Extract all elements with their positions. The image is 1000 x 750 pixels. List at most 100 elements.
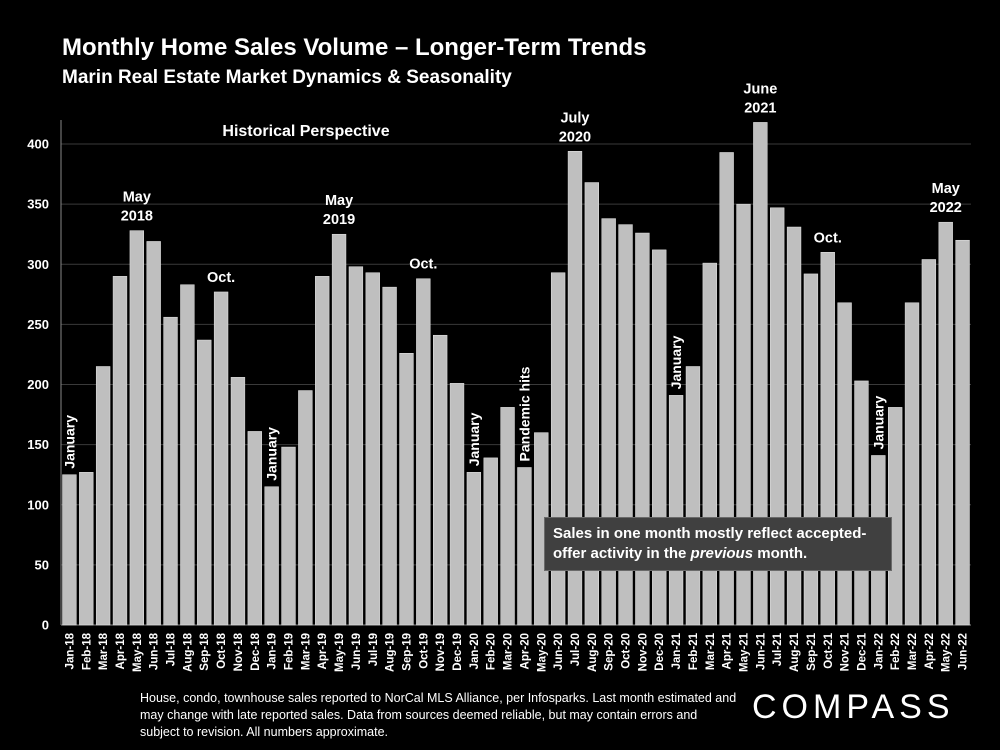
- x-tick-label: Mar-22: [907, 633, 919, 670]
- x-tick-label: Sep-18: [199, 632, 211, 670]
- section-label: Historical Perspective: [222, 123, 389, 140]
- x-tick-label: Jun-20: [553, 633, 565, 670]
- note-emphasis: previous: [690, 545, 754, 562]
- bar: [348, 266, 364, 626]
- x-tick-label: Aug-21: [789, 632, 801, 672]
- bar: [129, 230, 144, 626]
- bar: [483, 457, 498, 626]
- bar: [837, 302, 852, 626]
- y-tick-label: 350: [27, 197, 49, 212]
- chart-title: Monthly Home Sales Volume – Longer-Term …: [62, 34, 647, 61]
- x-tick-label: Jan-20: [469, 633, 481, 669]
- y-tick-label: 200: [27, 377, 49, 392]
- compass-logo: COMPASS: [752, 688, 955, 726]
- x-tick-label: Feb-18: [81, 632, 93, 670]
- y-tick-label: 250: [27, 317, 49, 332]
- x-tick-label: Mar-20: [503, 633, 515, 670]
- annotation-label: July 2020: [559, 110, 591, 145]
- x-tick-label: May-20: [536, 633, 548, 672]
- x-tick-label: May-21: [739, 632, 751, 672]
- x-tick-label: Mar-19: [300, 633, 312, 670]
- x-tick-label: Feb-19: [284, 633, 296, 670]
- annotation-label: Pandemic hits: [516, 366, 532, 461]
- bar: [315, 276, 330, 626]
- bar: [112, 276, 128, 626]
- x-tick-label: Apr-20: [519, 633, 531, 669]
- bar: [365, 272, 380, 626]
- bar: [62, 474, 77, 626]
- annotation-label: May 2022: [930, 181, 962, 216]
- y-tick-label: 50: [35, 557, 49, 572]
- x-tick-label: May-19: [334, 633, 346, 672]
- note-box: Sales in one month mostly reflect accept…: [544, 517, 892, 571]
- bar: [921, 259, 937, 626]
- x-tick-label: Oct-21: [823, 632, 835, 668]
- bar: [331, 233, 347, 626]
- bar: [517, 467, 532, 626]
- x-tick-label: Apr-21: [722, 632, 734, 669]
- bar: [803, 273, 819, 626]
- x-tick-label: Sep-21: [806, 632, 818, 670]
- bar: [955, 239, 970, 626]
- note-text-2: month.: [753, 545, 808, 562]
- bar: [685, 366, 701, 626]
- x-tick-label: Aug-20: [587, 633, 599, 672]
- annotation-label: Oct.: [814, 230, 842, 246]
- bar: [433, 334, 448, 626]
- x-tick-label: Jul-20: [570, 633, 582, 666]
- bar: [500, 407, 515, 626]
- x-tick-label: Oct-19: [418, 633, 430, 669]
- bar: [416, 278, 431, 626]
- bar: [399, 353, 414, 626]
- x-tick-label: Dec-21: [856, 632, 868, 670]
- x-tick-label: Jun-21: [755, 632, 767, 670]
- bar: [79, 472, 94, 626]
- bar: [382, 286, 397, 626]
- bar: [230, 377, 246, 626]
- x-tick-label: Aug-19: [385, 633, 397, 672]
- bar: [719, 152, 734, 626]
- bar: [938, 221, 953, 626]
- note-text-1: Sales in one month mostly reflect accept…: [553, 525, 867, 562]
- x-tick-label: Sep-20: [604, 633, 616, 671]
- annotation-label: May 2019: [323, 193, 355, 228]
- x-tick-label: Nov-20: [637, 633, 649, 671]
- bar: [197, 339, 212, 626]
- x-tick-label: Jan-22: [873, 633, 885, 669]
- x-tick-label: Nov-21: [840, 632, 852, 671]
- x-tick-label: Jan-21: [671, 632, 683, 669]
- bar: [95, 366, 111, 626]
- x-tick-label: Feb-22: [890, 633, 902, 670]
- x-tick-label: Jul-18: [166, 632, 178, 666]
- x-tick-label: Feb-21: [688, 632, 700, 670]
- bar: [180, 284, 195, 626]
- bar: [567, 151, 583, 626]
- annotation-label: January: [61, 415, 77, 469]
- x-tick-label: Jun-19: [351, 633, 363, 670]
- x-tick-label: Mar-21: [705, 632, 717, 670]
- y-tick-label: 400: [27, 137, 49, 152]
- x-tick-label: Nov-18: [233, 632, 245, 671]
- x-tick-label: Dec-19: [452, 633, 464, 671]
- bar: [854, 380, 869, 626]
- x-tick-label: Nov-19: [435, 633, 447, 671]
- chart-subtitle: Marin Real Estate Market Dynamics & Seas…: [62, 67, 512, 88]
- bar: [281, 446, 296, 626]
- footnote: House, condo, townhouse sales reported t…: [140, 691, 737, 739]
- bar: [247, 431, 262, 626]
- x-tick-label: Jan-19: [267, 633, 279, 669]
- x-tick-label: Jan-18: [64, 632, 76, 669]
- y-tick-label: 300: [27, 257, 49, 272]
- annotation-label: June 2021: [743, 81, 777, 116]
- x-tick-label: May-18: [132, 632, 144, 672]
- annotation-label: January: [264, 427, 280, 481]
- bar: [466, 472, 482, 626]
- x-tick-label: Dec-20: [654, 633, 666, 671]
- annotation-label: January: [668, 335, 684, 389]
- bar: [584, 182, 599, 626]
- bar: [668, 395, 684, 626]
- x-tick-label: Mar-18: [98, 632, 110, 670]
- x-tick-label: Jun-18: [149, 632, 161, 670]
- y-tick-label: 100: [27, 497, 49, 512]
- bar: [146, 241, 161, 626]
